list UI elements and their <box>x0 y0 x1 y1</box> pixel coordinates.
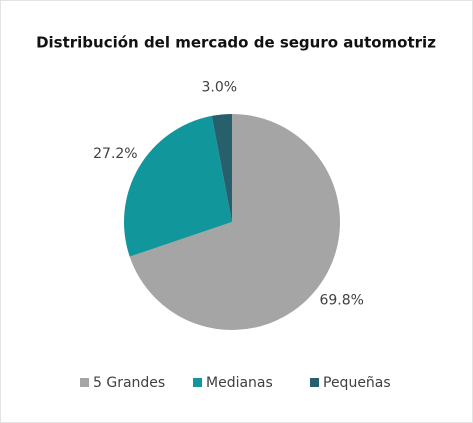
legend-label: Pequeñas <box>323 375 391 391</box>
data-label: 27.2% <box>93 146 137 162</box>
legend-swatch <box>193 378 202 387</box>
pie-slice <box>123 115 232 257</box>
data-label: 69.8% <box>319 293 363 309</box>
legend-label: 5 Grandes <box>93 375 165 391</box>
legend-swatch <box>310 378 319 387</box>
legend-label: Medianas <box>206 375 273 391</box>
pie-slice <box>211 114 232 222</box>
chart-title: Distribución del mercado de seguro autom… <box>36 34 436 52</box>
data-label: 3.0% <box>202 80 238 96</box>
pie-slice <box>129 114 340 330</box>
legend-swatch <box>80 378 89 387</box>
